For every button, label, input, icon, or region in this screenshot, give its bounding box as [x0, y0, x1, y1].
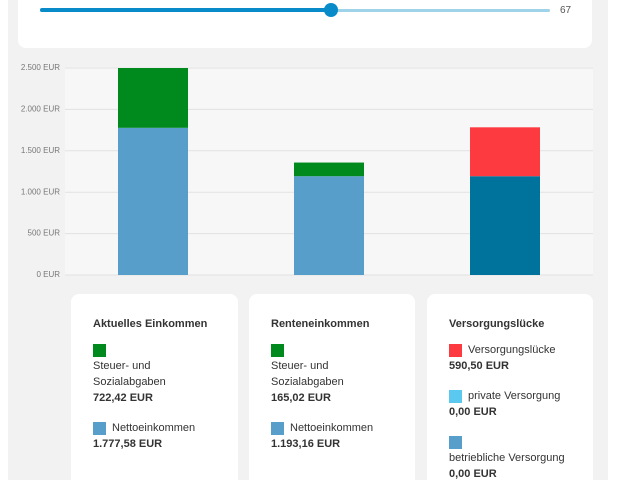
- y-tick-label: 500 EUR: [28, 229, 61, 238]
- y-tick-label: 2.000 EUR: [21, 105, 60, 114]
- card-title: Aktuelles Einkommen: [93, 318, 208, 330]
- item-value: 0,00 EUR: [449, 468, 497, 480]
- chart: 0 EUR 500 EUR 1.000 EUR 1.500 EUR 2.000 EUR 2…: [21, 63, 593, 279]
- swatch: [449, 389, 462, 403]
- item-label: Nettoeinkommen: [290, 422, 374, 434]
- item-label: betriebliche Versorgung: [449, 452, 565, 464]
- bar-segment: [470, 176, 540, 275]
- item-value: 722,42 EUR: [93, 392, 153, 404]
- item-label: Nettoeinkommen: [112, 422, 196, 434]
- swatch: [93, 343, 106, 357]
- bar-segment: [118, 68, 188, 128]
- swatch: [449, 435, 462, 449]
- swatch: [93, 421, 106, 435]
- bar-segment: [294, 162, 364, 177]
- card: Renteneinkommen Steuer- und Sozialabgabe…: [249, 294, 415, 480]
- card: Versorgungslücke Versorgungslücke 590,50 …: [427, 294, 593, 480]
- bar-segment: [118, 127, 188, 275]
- y-tick-label: 2.500 EUR: [21, 63, 60, 72]
- card-title: Versorgungslücke: [449, 318, 545, 330]
- card: Aktuelles Einkommen Steuer- und Sozialab…: [71, 294, 238, 480]
- slider-fill: [40, 8, 331, 12]
- item-value: 1.193,16 EUR: [271, 438, 341, 450]
- slider-value: 67: [560, 5, 572, 16]
- y-tick-label: 1.000 EUR: [21, 187, 60, 196]
- item-label: Steuer- und Sozialabgaben: [271, 360, 344, 388]
- slider-thumb[interactable]: [324, 3, 338, 17]
- card-title: Renteneinkommen: [271, 318, 370, 330]
- item-label: Versorgungslücke: [468, 344, 556, 356]
- item-value: 165,02 EUR: [271, 392, 331, 404]
- swatch: [271, 421, 284, 435]
- swatch: [449, 343, 462, 357]
- bar-segment: [470, 127, 540, 177]
- item-label: private Versorgung: [468, 390, 561, 402]
- y-tick-label: 0 EUR: [36, 270, 60, 279]
- item-value: 1.777,58 EUR: [93, 438, 163, 450]
- y-tick-label: 1.500 EUR: [21, 146, 60, 155]
- swatch: [271, 343, 284, 357]
- item-value: 0,00 EUR: [449, 406, 497, 418]
- item-value: 590,50 EUR: [449, 360, 509, 372]
- slider-card: 67: [18, 0, 592, 48]
- item-label: Steuer- und Sozialabgaben: [93, 360, 166, 388]
- bar-segment: [294, 176, 364, 275]
